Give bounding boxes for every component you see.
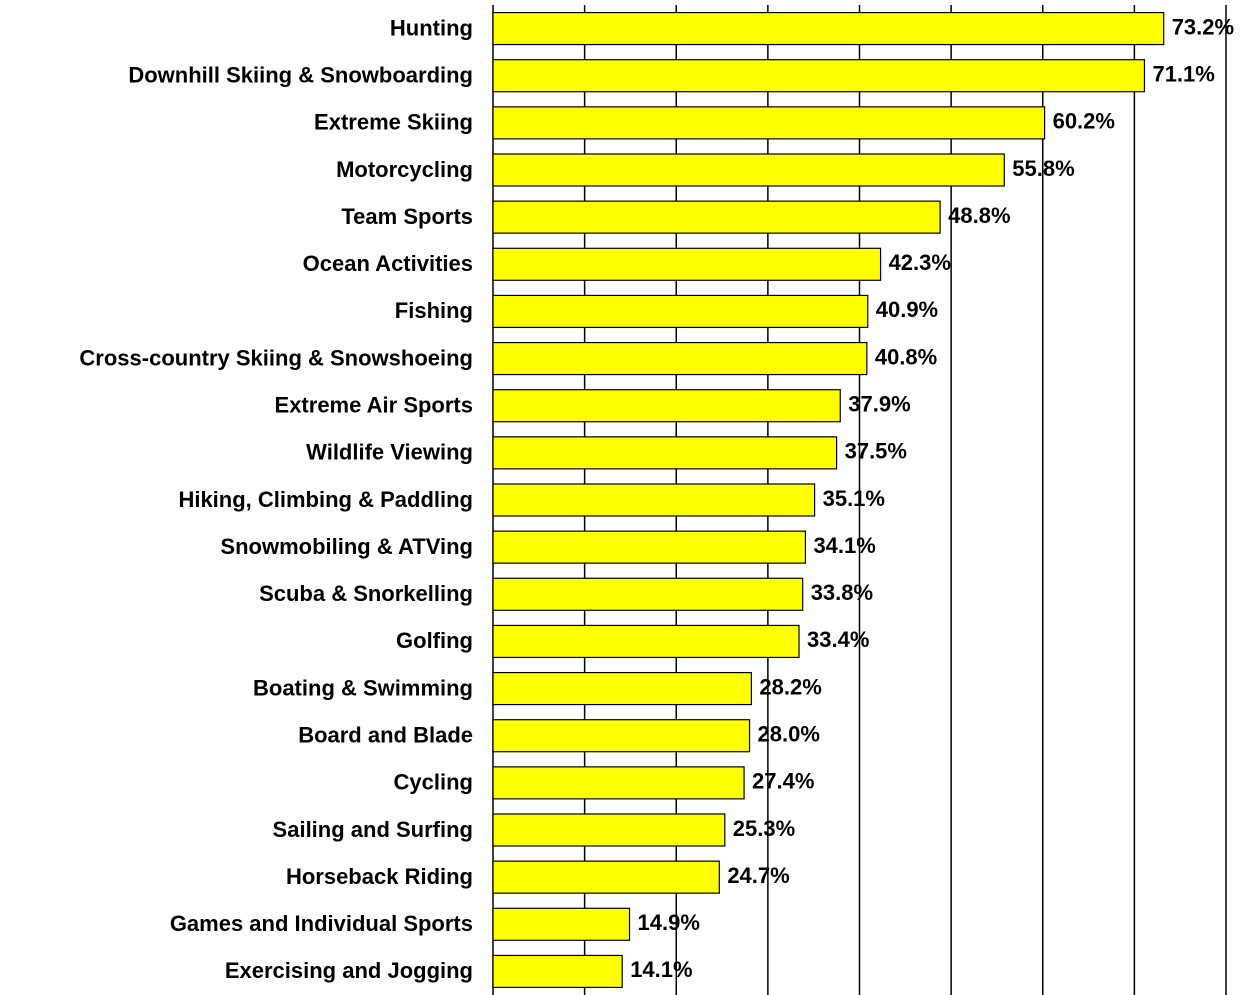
data-label: 71.1% (1152, 62, 1214, 87)
data-label: 37.5% (845, 439, 907, 464)
bar (492, 813, 726, 847)
data-label: 33.4% (807, 627, 869, 652)
data-label: 40.9% (876, 297, 938, 322)
bar (492, 153, 1005, 187)
data-label: 55.8% (1012, 156, 1074, 181)
data-label: 14.1% (630, 957, 692, 982)
y-tick-label: Sailing and Surfing (273, 817, 473, 842)
data-label: 40.8% (875, 344, 937, 369)
y-tick-label: Motorcycling (336, 157, 473, 182)
bar (492, 247, 882, 281)
bar (492, 907, 631, 941)
data-label: 34.1% (813, 533, 875, 558)
y-tick-label: Exercising and Jogging (225, 958, 473, 983)
bar (492, 483, 816, 517)
data-label: 24.7% (727, 863, 789, 888)
bar (492, 11, 1165, 46)
y-tick-label: Fishing (395, 298, 473, 323)
bar (492, 59, 1146, 93)
y-tick-label: Scuba & Snorkelling (259, 581, 473, 606)
data-label: 48.8% (948, 203, 1010, 228)
bar (492, 389, 841, 423)
y-tick-label: Hiking, Climbing & Paddling (178, 487, 473, 512)
y-tick-label: Games and Individual Sports (170, 911, 473, 936)
y-tick-label: Extreme Air Sports (275, 393, 473, 418)
y-tick-label: Hunting (390, 15, 473, 40)
data-label: 28.2% (759, 674, 821, 699)
y-tick-label: Cross-country Skiing & Snowshoeing (79, 345, 473, 370)
bar (492, 530, 807, 564)
data-label: 33.8% (811, 580, 873, 605)
y-tick-label: Extreme Skiing (314, 110, 473, 135)
bar (492, 436, 838, 470)
bar (492, 766, 745, 800)
y-tick-label: Ocean Activities (303, 251, 473, 276)
y-tick-label: Boating & Swimming (253, 675, 473, 700)
data-label: 27.4% (752, 769, 814, 794)
bar (492, 106, 1046, 140)
bar (492, 294, 869, 329)
data-label: 60.2% (1053, 109, 1115, 134)
bar (492, 341, 868, 376)
bar (492, 200, 941, 234)
y-tick-label: Cycling (394, 770, 473, 795)
y-tick-label: Team Sports (341, 204, 473, 229)
data-label: 35.1% (823, 486, 885, 511)
y-tick-label: Horseback Riding (286, 864, 473, 889)
bar (492, 577, 804, 611)
y-tick-label: Golfing (396, 628, 473, 653)
y-tick-label: Downhill Skiing & Snowboarding (128, 63, 473, 88)
bar (492, 624, 800, 659)
y-tick-label: Board and Blade (298, 723, 473, 748)
y-tick-label: Snowmobiling & ATVing (220, 534, 473, 559)
data-label: 28.0% (758, 722, 820, 747)
data-label: 14.9% (638, 910, 700, 935)
bar (492, 719, 751, 753)
data-label: 73.2% (1172, 14, 1234, 39)
data-label: 42.3% (889, 250, 951, 275)
data-label: 37.9% (848, 392, 910, 417)
bar (492, 954, 623, 989)
bar (492, 671, 752, 706)
y-tick-label: Wildlife Viewing (306, 440, 473, 465)
bar (492, 860, 720, 894)
data-label: 25.3% (733, 816, 795, 841)
